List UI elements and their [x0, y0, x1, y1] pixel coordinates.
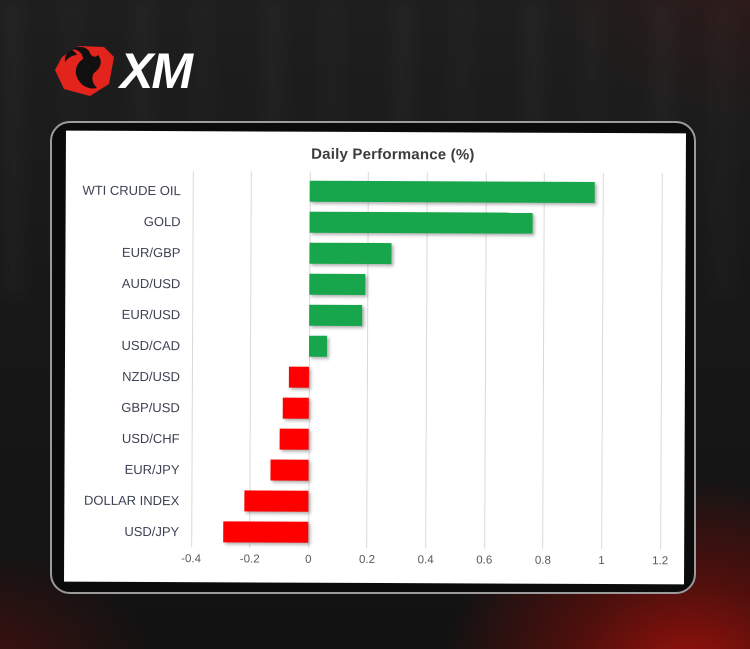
chart-title: Daily Performance (%)	[311, 145, 475, 164]
x-tick-label: 1	[598, 554, 605, 568]
category-label: GOLD	[143, 213, 181, 230]
chart-body: WTI CRUDE OIL GOLD EUR/GBP AUD/USD EUR/USD US…	[64, 171, 686, 550]
performance-bar	[309, 180, 595, 203]
category-label: EUR/USD	[121, 306, 181, 323]
x-tick-label: 0.2	[358, 553, 376, 567]
plot-area	[190, 171, 663, 550]
category-axis-labels: WTI CRUDE OIL GOLD EUR/GBP AUD/USD EUR/USD US…	[64, 175, 192, 548]
gridline	[601, 172, 604, 549]
x-tick-label: 0.4	[417, 554, 434, 567]
category-label: EUR/JPY	[124, 461, 180, 478]
xm-logo-graphic: XM	[55, 43, 196, 99]
gridline	[542, 172, 546, 549]
performance-bar	[309, 304, 363, 326]
x-tick-label: -0.4	[181, 553, 202, 566]
value-axis-labels: -0.4 -0.2 0 0.2 0.4 0.6 0.8 1 1.2	[181, 553, 668, 573]
category-label: AUD/USD	[121, 275, 181, 292]
category-label: USD/JPY	[124, 523, 180, 540]
category-label: WTI CRUDE OIL	[82, 182, 181, 199]
x-tick-label: 0.8	[534, 554, 551, 567]
gridline	[190, 171, 194, 548]
category-label: DOLLAR INDEX	[83, 492, 180, 509]
category-label: USD/CHF	[121, 430, 180, 447]
x-tick-label: 0	[305, 553, 312, 566]
chart-card-frame: Daily Performance (%) WTI CRUDE OIL GOLD E…	[50, 121, 696, 594]
bull-horn-icon	[64, 50, 77, 62]
performance-bar	[223, 521, 309, 543]
performance-bar	[309, 242, 392, 265]
category-label: GBP/USD	[121, 399, 180, 416]
xm-logo-text: XM	[117, 43, 194, 99]
performance-bar	[270, 459, 309, 481]
x-tick-label: 0.6	[476, 554, 493, 567]
category-label: EUR/GBP	[121, 244, 181, 261]
category-label: USD/CAD	[121, 337, 181, 354]
performance-bar	[309, 211, 533, 234]
bull-head-icon	[73, 46, 101, 89]
performance-bar	[279, 428, 309, 450]
chart-panel: Daily Performance (%) WTI CRUDE OIL GOLD E…	[64, 130, 686, 585]
performance-bar	[309, 273, 366, 295]
performance-bar	[309, 335, 327, 357]
xm-logo: XM	[52, 40, 232, 102]
performance-bar	[288, 366, 310, 388]
x-tick-label: -0.2	[239, 553, 260, 566]
category-label: NZD/USD	[122, 368, 180, 385]
x-tick-label: 1.2	[652, 555, 669, 568]
performance-bar	[244, 490, 309, 512]
performance-bar	[282, 397, 310, 419]
gridline	[659, 173, 663, 550]
